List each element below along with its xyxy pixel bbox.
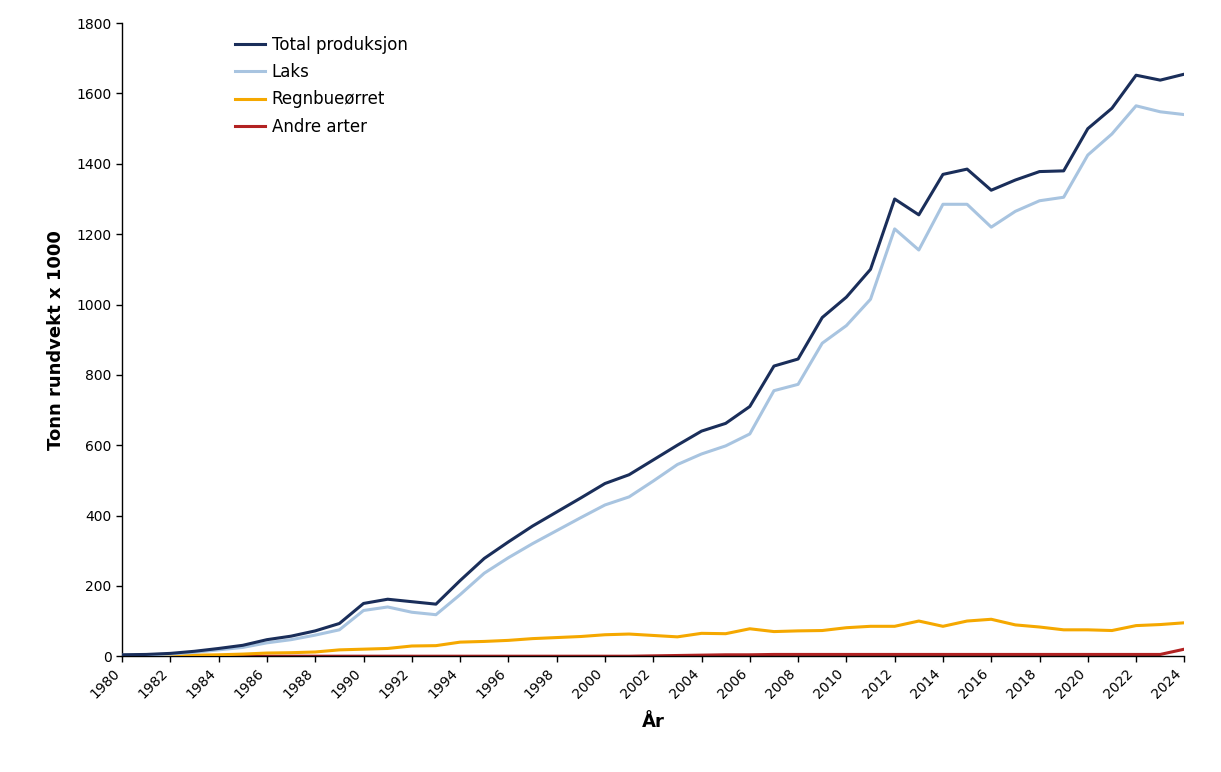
- Y-axis label: Tonn rundvekt x 1000: Tonn rundvekt x 1000: [48, 230, 65, 449]
- Legend: Total produksjon, Laks, Regnbueørret, Andre arter: Total produksjon, Laks, Regnbueørret, An…: [228, 29, 414, 142]
- X-axis label: År: År: [642, 713, 664, 731]
